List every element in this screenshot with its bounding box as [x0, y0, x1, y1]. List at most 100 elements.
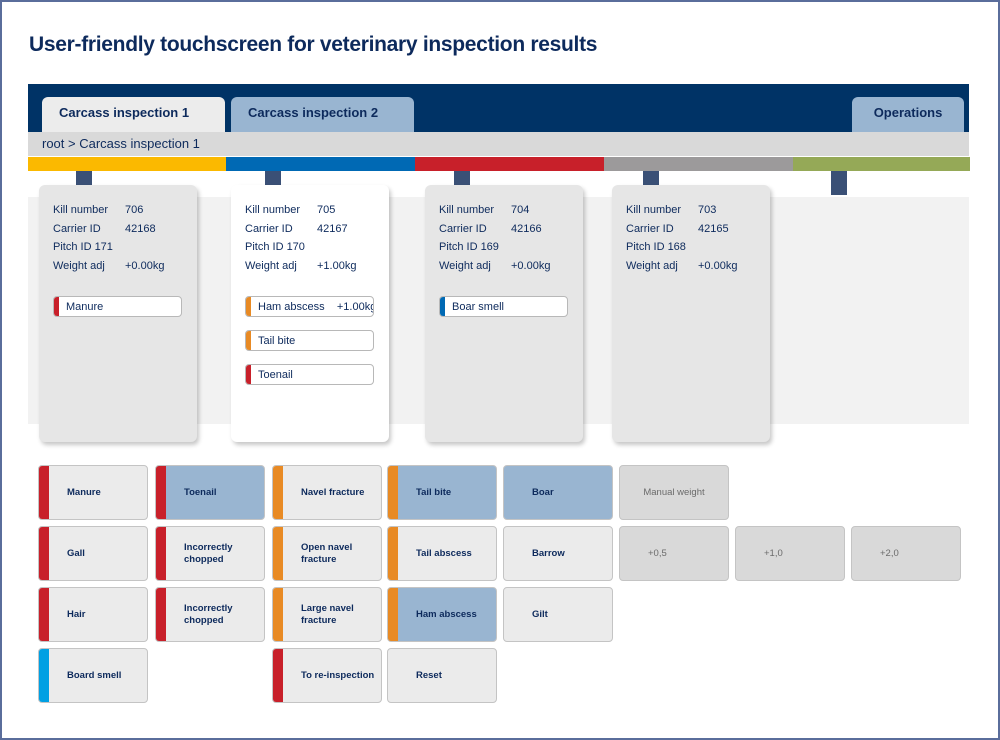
to-reinspection-button[interactable]: To re-inspection	[272, 648, 382, 703]
pitch-id: Pitch ID 171	[53, 241, 113, 253]
colorbar-segment-blue	[226, 157, 415, 171]
toenail-button[interactable]: Toenail	[155, 465, 265, 520]
carrier-id-label: Carrier ID	[245, 222, 293, 235]
carrier-id-value: 42167	[317, 222, 348, 235]
kill-number-value: 704	[511, 204, 530, 216]
carrier-id-value: 42165	[698, 222, 729, 235]
page-title: User-friendly touchscreen for veterinary…	[29, 33, 598, 56]
gilt-button[interactable]: Gilt	[503, 587, 613, 642]
colorbar-segment-red	[415, 157, 604, 171]
weight-adj-value: +0.00kg	[698, 259, 738, 272]
severity-stripe	[246, 331, 251, 350]
severity-stripe	[39, 649, 49, 702]
severity-stripe	[156, 466, 166, 519]
button-label: Incorrectly chopped	[184, 541, 233, 565]
carcass-card-706[interactable]: Kill number 706 Carrier ID 42168 Pitch ID …	[39, 185, 197, 442]
kill-number-value: 703	[698, 204, 717, 216]
tab-carcass-inspection-1[interactable]: Carcass inspection 1	[42, 97, 225, 132]
incorrectly-chopped-button-2[interactable]: Incorrectly chopped	[155, 587, 265, 642]
button-label: Tail abscess	[416, 547, 472, 559]
ham-abscess-button[interactable]: Ham abscess	[387, 587, 497, 642]
colorbar-segment-yellow	[28, 157, 226, 171]
reset-button[interactable]: Reset	[387, 648, 497, 703]
manual-weight-button[interactable]: Manual weight	[619, 465, 729, 520]
finding-tag[interactable]: Tail bite	[245, 330, 374, 351]
tab-carcass-inspection-2[interactable]: Carcass inspection 2	[231, 97, 414, 132]
incorrectly-chopped-button-1[interactable]: Incorrectly chopped	[155, 526, 265, 581]
kill-number-label: Kill number	[53, 204, 109, 216]
severity-stripe	[388, 588, 398, 641]
severity-stripe	[246, 297, 251, 316]
pitch-id: Pitch ID 170	[245, 241, 305, 253]
severity-stripe	[388, 527, 398, 580]
button-label: Manure	[67, 486, 101, 498]
finding-tag-label: Tail bite	[258, 335, 296, 347]
boar-button[interactable]: Boar	[503, 465, 613, 520]
tail-abscess-button[interactable]: Tail abscess	[387, 526, 497, 581]
hair-button[interactable]: Hair	[38, 587, 148, 642]
button-label: Hair	[67, 608, 86, 620]
button-label: To re-inspection	[301, 669, 375, 681]
colorbar-segment-gray	[604, 157, 793, 171]
pitch-id: Pitch ID 169	[439, 241, 499, 253]
finding-tag[interactable]: Boar smell	[439, 296, 568, 317]
kill-number-value: 705	[317, 204, 336, 216]
button-label: +2,0	[880, 547, 899, 559]
severity-stripe	[273, 588, 283, 641]
weight-adj-value: +1.00kg	[317, 259, 357, 272]
finding-tag-label: Boar smell	[452, 301, 504, 313]
tail-bite-button[interactable]: Tail bite	[387, 465, 497, 520]
carcass-card-703[interactable]: Kill number 703 Carrier ID 42165 Pitch ID …	[612, 185, 770, 442]
carcass-card-704[interactable]: Kill number 704 Carrier ID 42166 Pitch ID …	[425, 185, 583, 442]
severity-stripe	[39, 527, 49, 580]
severity-stripe	[39, 588, 49, 641]
carrier-id-label: Carrier ID	[53, 222, 101, 235]
finding-tag[interactable]: Toenail	[245, 364, 374, 385]
weight-adj-label: Weight adj	[53, 259, 105, 272]
manure-button[interactable]: Manure	[38, 465, 148, 520]
kill-number-label: Kill number	[245, 204, 301, 216]
weight-adj-label: Weight adj	[626, 259, 678, 272]
weight-adj-value: +0.00kg	[125, 259, 165, 272]
open-navel-fracture-button[interactable]: Open navel fracture	[272, 526, 382, 581]
button-label: Incorrectly chopped	[184, 602, 233, 626]
severity-stripe	[156, 588, 166, 641]
weight-plus-1-0-button[interactable]: +1,0	[735, 526, 845, 581]
severity-stripe	[273, 466, 283, 519]
weight-plus-2-0-button[interactable]: +2,0	[851, 526, 961, 581]
gall-button[interactable]: Gall	[38, 526, 148, 581]
button-label: Tail bite	[416, 486, 452, 498]
carcass-card-705[interactable]: Kill number 705 Carrier ID 42167 Pitch ID …	[231, 185, 389, 442]
barrow-button[interactable]: Barrow	[503, 526, 613, 581]
button-label: Board smell	[67, 669, 122, 681]
severity-stripe	[54, 297, 59, 316]
button-label: Gall	[67, 547, 85, 559]
large-navel-fracture-button[interactable]: Large navel fracture	[272, 587, 382, 642]
hanger-pin	[831, 171, 847, 195]
pitch-id: Pitch ID 168	[626, 241, 686, 253]
weight-adj-value: +0.00kg	[511, 259, 551, 272]
carrier-id-label: Carrier ID	[439, 222, 487, 235]
kill-number-label: Kill number	[439, 204, 495, 216]
weight-plus-0-5-button[interactable]: +0,5	[619, 526, 729, 581]
finding-tag-label: Manure	[66, 301, 104, 313]
kill-number-value: 706	[125, 204, 144, 216]
button-label: Navel fracture	[301, 486, 365, 498]
finding-tag[interactable]: Ham abscess +1.00kg	[245, 296, 374, 317]
finding-tag-label: Toenail	[258, 369, 293, 381]
severity-stripe	[156, 527, 166, 580]
board-smell-button[interactable]: Board smell	[38, 648, 148, 703]
breadcrumb: root > Carcass inspection 1	[28, 132, 969, 156]
severity-stripe	[388, 466, 398, 519]
severity-stripe	[440, 297, 445, 316]
button-label: Manual weight	[643, 486, 705, 498]
kill-number-label: Kill number	[626, 204, 682, 216]
button-label: +1,0	[764, 547, 783, 559]
severity-stripe	[246, 365, 251, 384]
button-label: Large navel fracture	[301, 602, 354, 626]
navel-fracture-button[interactable]: Navel fracture	[272, 465, 382, 520]
weight-adj-label: Weight adj	[245, 259, 297, 272]
finding-tag[interactable]: Manure	[53, 296, 182, 317]
tab-operations[interactable]: Operations	[852, 97, 964, 132]
